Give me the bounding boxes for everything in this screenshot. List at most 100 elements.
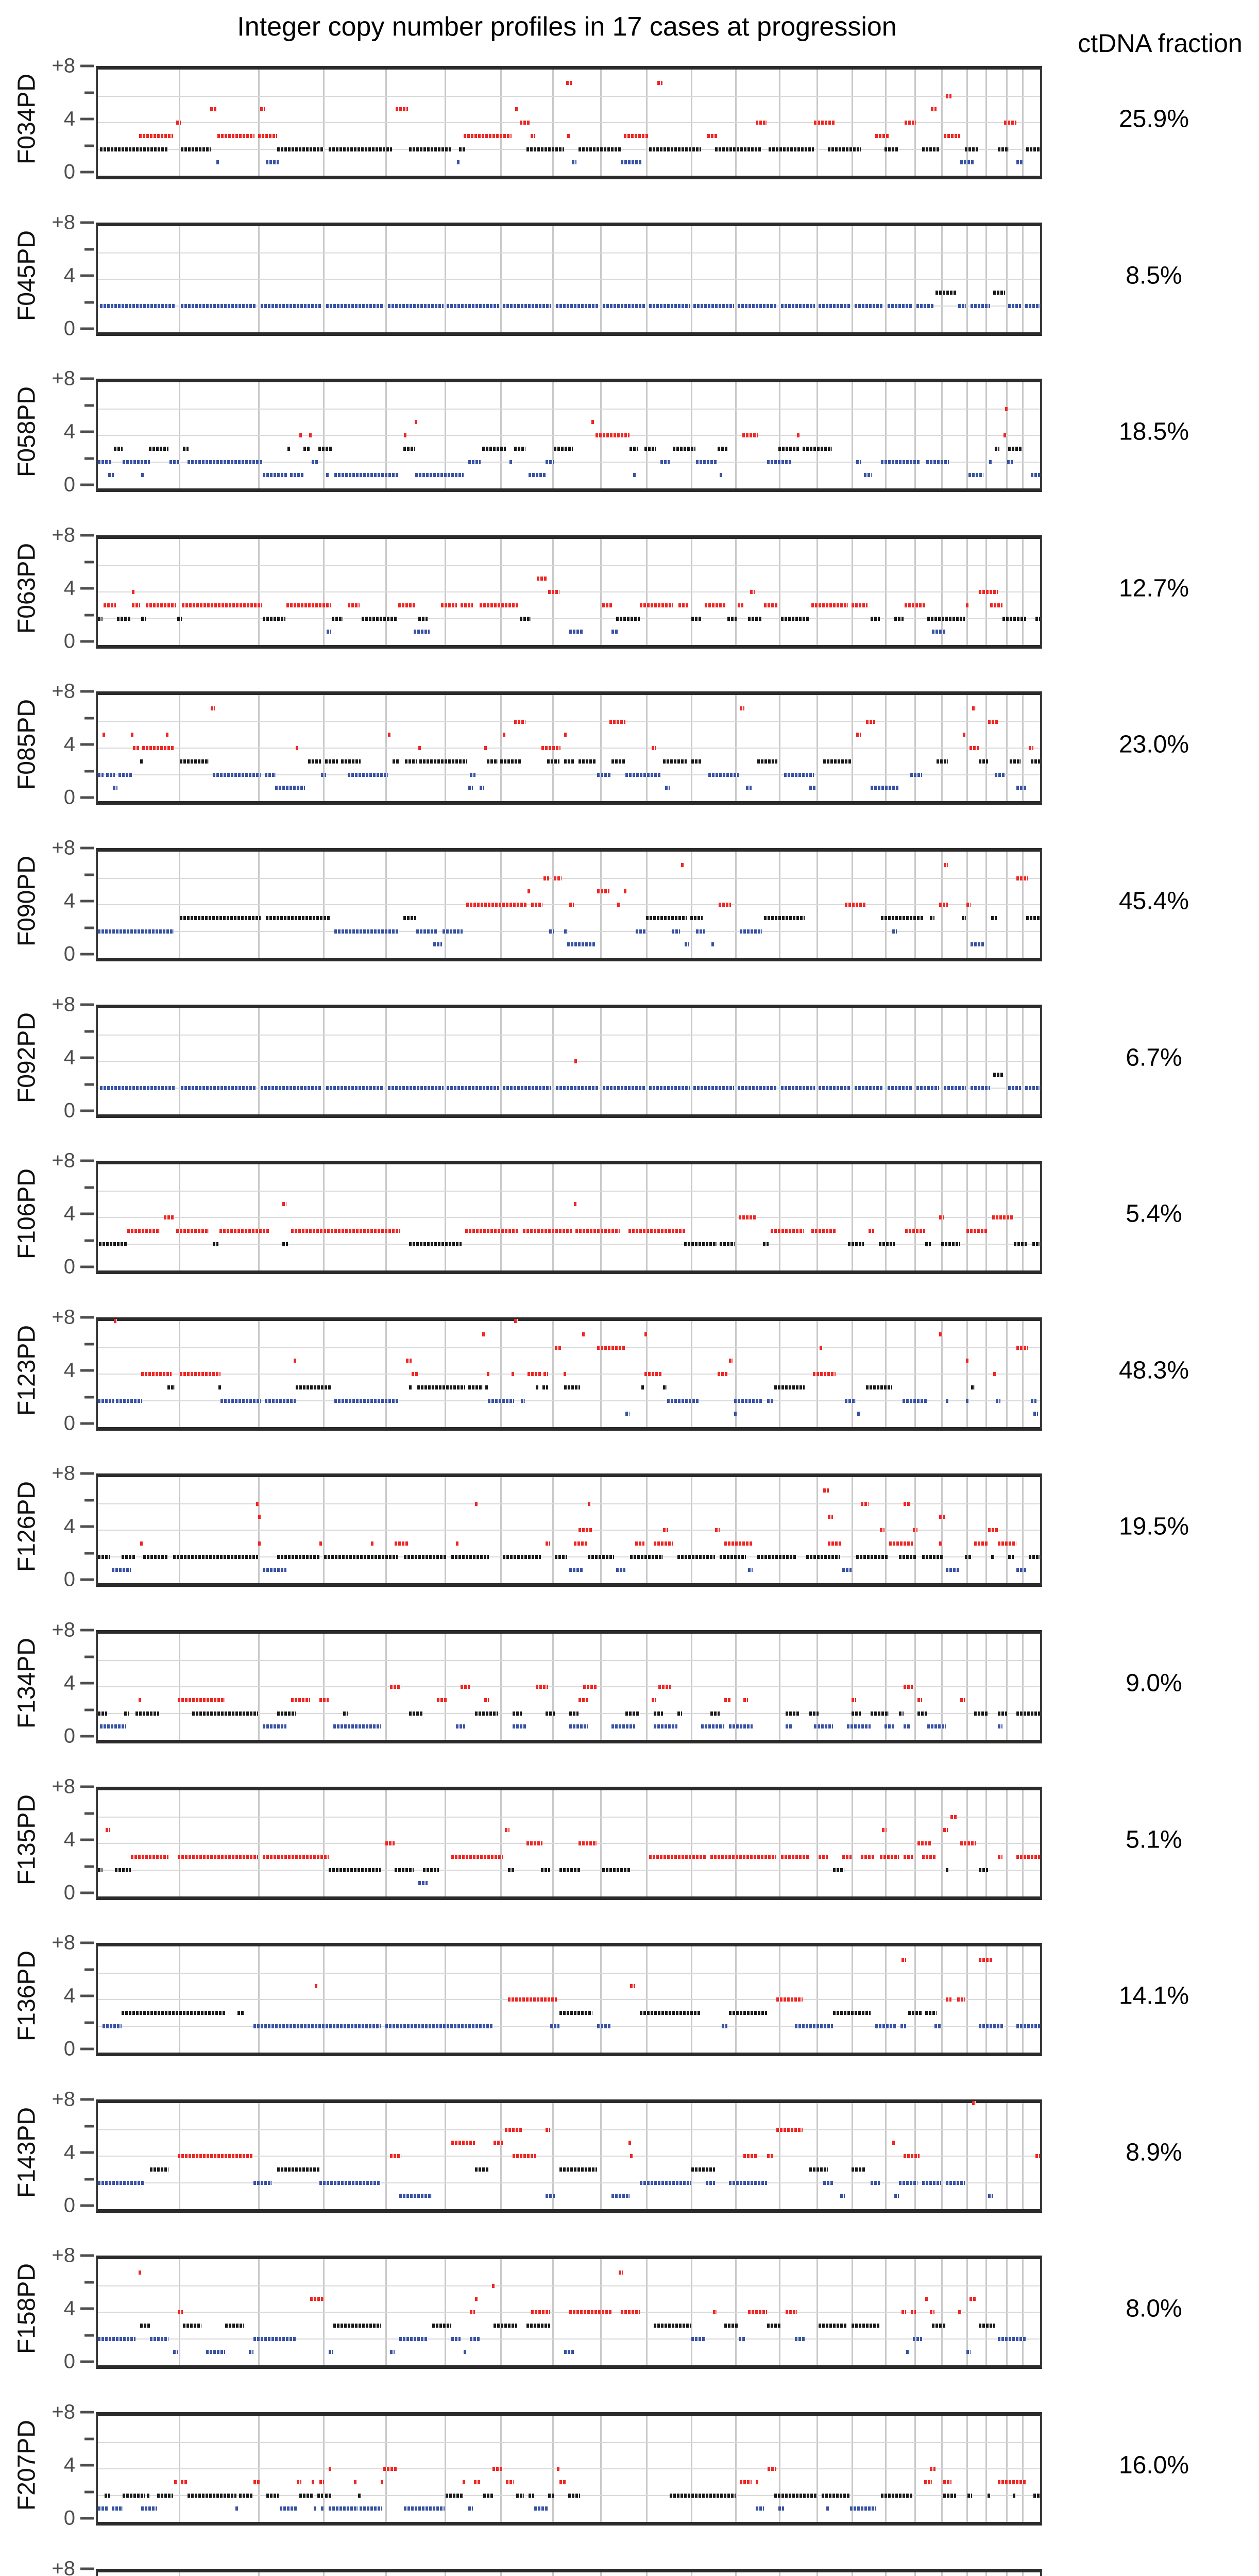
cn-segment-neutral — [333, 2323, 381, 2328]
cn-segment-loss — [696, 460, 718, 464]
cn-segment-gain — [211, 706, 215, 710]
cn-segment-neutral — [763, 1242, 769, 1246]
chromosome-boundary-gridline — [1006, 2572, 1008, 2576]
ctdna-fraction-value: 48.3% — [1118, 1357, 1189, 1384]
cn-segment-gain — [541, 746, 561, 750]
cn-segment-gain — [131, 1854, 169, 1859]
cn-segment-neutral — [187, 2493, 236, 2498]
cn-segment-gain — [314, 1984, 318, 1989]
cn-segment-loss — [388, 1086, 444, 1090]
y-tick-label: +8 — [52, 1149, 75, 1172]
cn-segment-neutral — [277, 147, 324, 151]
y-tick-mark — [80, 900, 94, 903]
cn-segment-gain — [461, 603, 473, 607]
cn-segment-neutral — [559, 1868, 581, 1872]
cn-segment-gain — [678, 603, 689, 607]
cn-segment-neutral — [98, 616, 103, 621]
cn-segment-gain — [828, 1515, 833, 1519]
y-tick-label: 4 — [63, 2453, 75, 2477]
ctdna-fraction-value: 5.4% — [1126, 1200, 1182, 1228]
cn-segment-neutral — [677, 1711, 682, 1716]
cn-segment-neutral — [941, 1242, 960, 1246]
cn-segment-neutral — [767, 2323, 781, 2328]
cn-segment-neutral — [559, 2010, 593, 2015]
cn-segment-neutral — [445, 2493, 464, 2498]
cn-segment-neutral — [147, 2493, 150, 2498]
cn-segment-gain — [575, 1228, 620, 1233]
ctdna-fraction-value: 5.1% — [1126, 1826, 1182, 1854]
y-minor-tick-mark — [84, 1655, 94, 1658]
y-tick-label: +8 — [52, 367, 75, 390]
ctdna-fraction-value: 8.5% — [1126, 262, 1182, 290]
cn-segment-loss — [521, 1398, 525, 1403]
cn-segment-gain — [142, 746, 175, 750]
cn-segment-neutral — [616, 616, 640, 621]
cn-segment-gain — [545, 2127, 550, 2132]
cn-segment-loss — [1007, 460, 1014, 464]
cn-segment-gain — [103, 733, 106, 737]
cn-segment-loss — [946, 1568, 960, 1572]
cn-segment-gain — [583, 1685, 598, 1689]
cn-segment-gain — [210, 107, 217, 112]
cn-segment-loss — [98, 2336, 136, 2341]
cn-segment-neutral — [979, 759, 989, 764]
horizontal-gridline — [98, 2338, 1040, 2340]
cn-segment-gain — [939, 1541, 943, 1546]
sample-label: F126PD — [13, 1481, 41, 1572]
chromosome-boundary-gridline — [646, 2572, 648, 2576]
cn-segment-gain — [138, 2270, 142, 2275]
cn-segment-neutral — [1030, 759, 1040, 764]
chromosome-boundary-gridline — [385, 2572, 387, 2576]
cn-segment-loss — [264, 772, 276, 777]
cn-segment-neutral — [654, 2323, 692, 2328]
y-tick-mark — [80, 1109, 94, 1112]
cn-segment-loss — [968, 473, 984, 478]
cn-segment-loss — [321, 2506, 324, 2511]
cn-segment-loss — [910, 772, 923, 777]
cn-segment-loss — [880, 460, 921, 464]
cn-segment-gain — [917, 1841, 932, 1845]
cn-segment-loss — [275, 786, 305, 790]
cn-segment-gain — [1004, 121, 1017, 125]
y-tick-label: 0 — [63, 1255, 75, 1278]
cn-segment-gain — [943, 2480, 952, 2484]
y-tick-label: 0 — [63, 786, 75, 809]
y-tick-label: 0 — [63, 1881, 75, 1904]
y-tick-label: 4 — [63, 1046, 75, 1069]
cn-segment-gain — [178, 1854, 258, 1859]
cn-segment-loss — [313, 2506, 318, 2511]
horizontal-gridline — [98, 1843, 1040, 1844]
cn-segment-gain — [595, 433, 630, 437]
cn-segment-gain — [649, 1854, 706, 1859]
cn-segment-neutral — [663, 759, 687, 764]
cn-segment-loss — [564, 2350, 574, 2354]
cn-segment-gain — [578, 1698, 588, 1702]
cn-segment-neutral — [748, 616, 762, 621]
cn-segment-loss — [99, 303, 175, 308]
cn-segment-neutral — [1035, 616, 1040, 621]
cn-segment-loss — [1025, 1086, 1040, 1090]
cn-segment-neutral — [757, 1554, 797, 1559]
cn-segment-loss — [781, 303, 815, 308]
y-minor-tick-mark — [84, 2490, 94, 2493]
cn-segment-loss — [989, 460, 992, 464]
cn-segment-neutral — [870, 616, 880, 621]
sample-label: F085PD — [13, 699, 41, 790]
cn-segment-neutral — [303, 446, 311, 451]
cn-segment-neutral — [611, 759, 626, 764]
cn-segment-gain — [256, 1501, 260, 1506]
cn-segment-loss — [451, 2336, 461, 2341]
cn-segment-neutral — [409, 147, 452, 151]
cn-segment-neutral — [417, 1385, 466, 1389]
cn-segment-gain — [869, 1228, 875, 1233]
figure-title: Integer copy number profiles in 17 cases… — [237, 12, 897, 42]
chromosome-boundary-gridline — [816, 2572, 818, 2576]
cn-segment-neutral — [964, 1554, 973, 1559]
cn-segment-neutral — [943, 2493, 957, 2498]
cn-segment-neutral — [568, 2493, 581, 2498]
cn-segment-gain — [258, 1515, 262, 1519]
cn-segment-gain — [505, 1828, 510, 1833]
cn-segment-neutral — [806, 1554, 841, 1559]
cn-segment-gain — [925, 2297, 929, 2301]
y-tick-label: 0 — [63, 2350, 75, 2373]
